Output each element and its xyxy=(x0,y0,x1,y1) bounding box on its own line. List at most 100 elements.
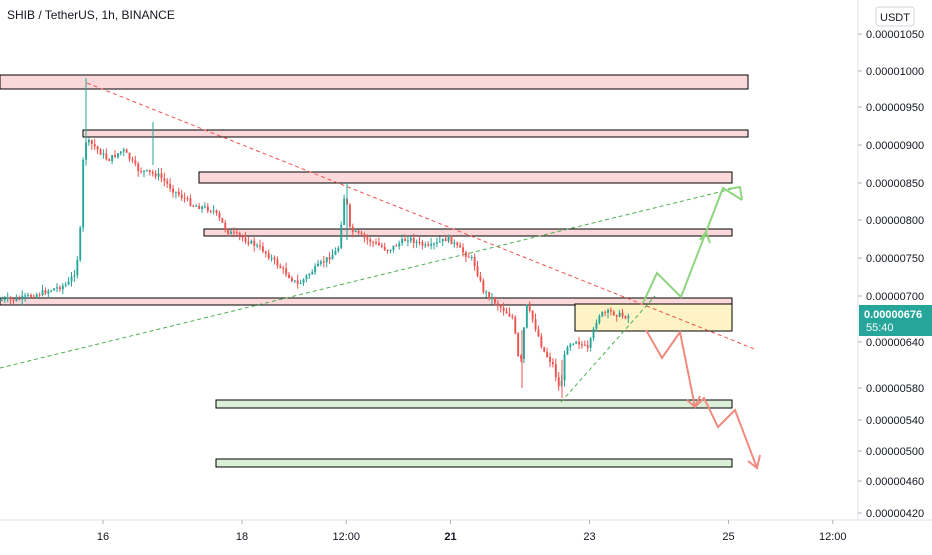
candle-body xyxy=(531,310,534,320)
candle-body xyxy=(172,188,174,193)
candle-body xyxy=(334,251,337,255)
candle-body xyxy=(192,205,195,207)
candle-body xyxy=(407,240,409,242)
candle-body xyxy=(357,230,360,233)
candle-body xyxy=(96,146,99,150)
candle-body xyxy=(430,243,433,246)
candle-body xyxy=(206,206,209,211)
candle-body xyxy=(215,210,218,213)
candle-body xyxy=(488,291,491,299)
candle-body xyxy=(204,206,206,208)
candle-body xyxy=(499,305,502,308)
candle-body xyxy=(447,235,450,242)
bearish-projection[interactable] xyxy=(645,329,696,408)
candle-body xyxy=(285,268,288,275)
resistance-zone-2[interactable] xyxy=(82,129,749,138)
bullish-projection-leg-2[interactable] xyxy=(705,186,743,233)
candle-body xyxy=(299,283,302,285)
bullish-projection[interactable] xyxy=(642,231,707,304)
candle-body xyxy=(595,322,598,329)
candle-body xyxy=(459,245,462,248)
candle-body xyxy=(82,159,85,228)
resistance-zone-5[interactable] xyxy=(0,297,733,306)
candle-body xyxy=(534,319,537,330)
candle-body xyxy=(140,171,143,173)
candle-body xyxy=(583,344,586,346)
ascending-trendline[interactable] xyxy=(0,186,741,369)
price-tick-label: 0.00000800 xyxy=(866,215,924,227)
candle-body xyxy=(111,155,114,161)
support-zone-2[interactable] xyxy=(215,458,733,468)
candle-body xyxy=(424,244,427,246)
currency-badge[interactable]: USDT xyxy=(875,6,915,27)
price-tick-label: 0.00000460 xyxy=(866,476,924,488)
candle-body xyxy=(467,256,470,258)
time-tick-label: 12:00 xyxy=(332,531,360,543)
candle-body xyxy=(581,344,583,346)
candle-body xyxy=(99,149,102,155)
candle-body xyxy=(224,222,227,230)
candle-body xyxy=(189,198,192,206)
local-support-line[interactable] xyxy=(560,295,656,403)
resistance-zone-3[interactable] xyxy=(198,171,733,184)
candle-body xyxy=(3,298,6,300)
candle-body xyxy=(401,238,404,244)
candle-body xyxy=(114,155,116,158)
candle-body xyxy=(201,206,203,210)
candle-body xyxy=(552,362,554,365)
candle-body xyxy=(79,227,82,260)
candle-body xyxy=(18,298,21,300)
candle-body xyxy=(125,149,128,153)
candle-body xyxy=(64,284,67,286)
candle-body xyxy=(90,140,93,145)
candle-body xyxy=(15,298,18,301)
candle-body xyxy=(389,249,392,252)
candle-body xyxy=(343,198,346,225)
resistance-zone-4[interactable] xyxy=(203,228,733,237)
candle-body xyxy=(572,343,575,345)
candle-body xyxy=(621,312,624,317)
candle-body xyxy=(592,328,595,339)
candle-body xyxy=(241,235,244,238)
support-zone-1[interactable] xyxy=(215,399,733,409)
candle-body xyxy=(259,245,261,247)
candle-body xyxy=(543,347,546,352)
candle-body xyxy=(218,212,221,219)
time-axis[interactable]: 16 18 12:00 21 23 25 12:00 xyxy=(97,520,847,543)
candle-body xyxy=(612,311,615,316)
candle-body xyxy=(438,241,441,243)
descending-trendline[interactable] xyxy=(86,82,758,351)
candle-body xyxy=(85,142,87,160)
chart-title: SHIB / TetherUS, 1h, BINANCE xyxy=(7,8,175,22)
currency-badge-label: USDT xyxy=(880,12,910,24)
candle-body xyxy=(372,242,375,244)
price-tick-label: 0.00000850 xyxy=(866,178,924,190)
candle-body xyxy=(607,309,609,313)
candle-body xyxy=(340,224,343,249)
candle-body xyxy=(511,316,514,318)
candle-body xyxy=(520,355,522,360)
bearish-projection-leg-2[interactable] xyxy=(694,396,758,469)
candle-body xyxy=(604,311,607,313)
candle-body xyxy=(1,299,3,301)
price-tick-label: 0.00000900 xyxy=(866,140,924,152)
candle-body xyxy=(378,242,380,246)
candle-body xyxy=(398,243,401,247)
candle-body xyxy=(61,285,64,290)
candle-body xyxy=(496,303,499,306)
candle-body xyxy=(50,290,53,292)
candle-body xyxy=(267,253,270,259)
price-axis[interactable]: 0.00001050 0.00001000 0.00000950 0.00000900… xyxy=(858,29,924,520)
candle-body xyxy=(291,277,293,281)
candle-body xyxy=(557,377,560,387)
candle-body xyxy=(491,297,493,299)
time-tick-label: 16 xyxy=(97,531,109,543)
candle-body xyxy=(93,144,96,147)
candle-body xyxy=(154,173,157,177)
price-tick-label: 0.00000640 xyxy=(866,337,924,349)
resistance-zone-1[interactable] xyxy=(0,74,749,90)
candle-body xyxy=(230,231,232,235)
candle-body xyxy=(453,242,456,245)
